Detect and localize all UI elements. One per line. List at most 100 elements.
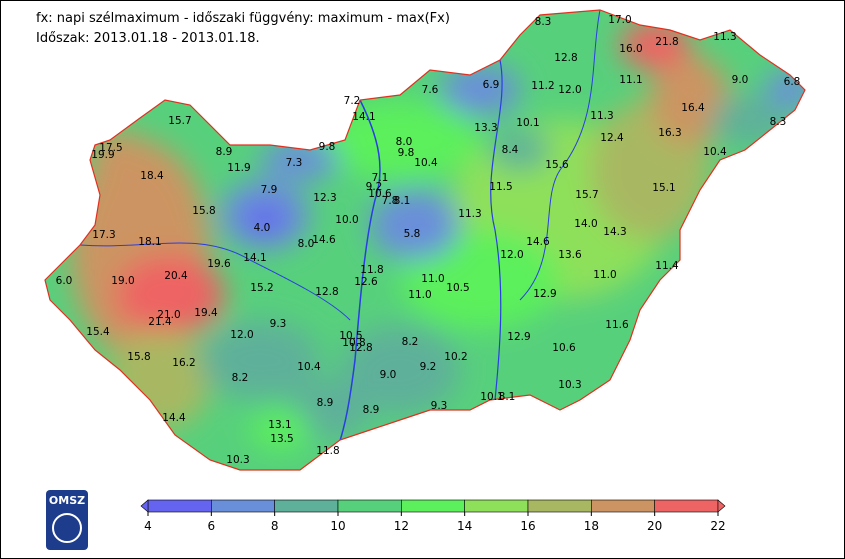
station-value: 13.3 xyxy=(474,122,497,134)
station-value: 7.2 xyxy=(344,95,361,107)
station-value: 15.6 xyxy=(545,159,569,171)
station-value: 12.8 xyxy=(554,52,577,64)
station-value: 11.9 xyxy=(227,162,250,174)
station-value: 13.6 xyxy=(558,249,582,261)
station-value: 9.8 xyxy=(398,147,415,159)
station-value: 11.3 xyxy=(713,31,736,43)
field xyxy=(45,10,805,470)
colorbar-tick-label: 14 xyxy=(457,519,472,533)
station-value: 14.1 xyxy=(243,252,266,264)
station-value: 8.9 xyxy=(216,146,233,158)
station-value: 9.8 xyxy=(319,141,336,153)
station-value: 8.2 xyxy=(402,336,419,348)
station-value: 8.0 xyxy=(396,136,413,148)
station-value: 12.9 xyxy=(507,331,530,343)
colorbar-bin xyxy=(337,499,402,513)
station-value: 7.9 xyxy=(261,184,278,196)
station-value: 12.9 xyxy=(533,288,556,300)
station-value: 9.2 xyxy=(366,181,383,193)
station-value: 12.3 xyxy=(313,192,336,204)
station-value: 11.8 xyxy=(360,264,383,276)
colorbar-tick-label: 12 xyxy=(394,519,409,533)
station-value: 20.4 xyxy=(164,270,188,282)
station-value: 16.0 xyxy=(619,43,642,55)
station-value: 9.3 xyxy=(431,400,448,412)
station-value: 12.4 xyxy=(600,132,624,144)
station-value: 10.2 xyxy=(444,351,467,363)
station-value: 14.0 xyxy=(574,218,597,230)
station-value: 13.1 xyxy=(268,419,291,431)
station-value: 15.8 xyxy=(192,205,215,217)
station-value: 19.0 xyxy=(111,275,134,287)
station-value: 16.4 xyxy=(681,102,705,114)
station-value: 10.6 xyxy=(368,188,392,200)
station-value: 10.8 xyxy=(342,337,365,349)
station-value: 8.9 xyxy=(317,397,334,409)
station-value: 12.0 xyxy=(558,84,581,96)
station-value: 15.4 xyxy=(86,326,110,338)
station-value: 10.0 xyxy=(335,214,358,226)
station-value: 7.8 xyxy=(382,195,399,207)
period: Időszak: 2013.01.18 - 2013.01.18. xyxy=(36,31,260,46)
colorbar-high xyxy=(717,499,726,513)
station-value: 14.1 xyxy=(352,111,375,123)
station-value: 21.0 xyxy=(157,309,180,321)
station-value: 19.9 xyxy=(91,149,114,161)
station-value: 11.0 xyxy=(408,289,431,301)
colorbar-bin xyxy=(401,499,465,513)
station-value: 13.5 xyxy=(270,433,293,445)
station-value: 10.4 xyxy=(703,146,727,158)
colorbar-tick-label: 20 xyxy=(647,519,662,533)
logo: OMSZ xyxy=(46,490,88,550)
station-value: 9.3 xyxy=(270,318,287,330)
station-value: 11.5 xyxy=(489,181,512,193)
station-value: 9.0 xyxy=(732,74,749,86)
station-value: 10.3 xyxy=(558,379,581,391)
station-value: 8.9 xyxy=(363,404,380,416)
station-value: 16.3 xyxy=(658,127,681,139)
station-value: 21.4 xyxy=(148,316,172,328)
station-value: 10.5 xyxy=(446,282,469,294)
colorbar-tick-label: 18 xyxy=(584,519,599,533)
station-value: 11.3 xyxy=(590,110,613,122)
colorbar: 4 6 8 10 12 14 16 18 20 22 xyxy=(140,499,726,533)
station-value: 10.4 xyxy=(297,361,321,373)
colorbar-bin xyxy=(464,499,529,513)
station-value: 15.8 xyxy=(127,351,150,363)
station-value: 15.7 xyxy=(168,115,191,127)
station-value: 11.1 xyxy=(619,74,642,86)
title: fx: napi szélmaximum - időszaki függvény… xyxy=(36,11,450,26)
colorbar-bin xyxy=(211,499,275,513)
station-value: 8.3 xyxy=(770,116,787,128)
station-value: 11.0 xyxy=(593,269,616,281)
station-value: 11.2 xyxy=(531,80,554,92)
station-value: 12.0 xyxy=(230,329,253,341)
station-value: 12.6 xyxy=(354,276,378,288)
station-value: 10.4 xyxy=(414,157,438,169)
logo-text: OMSZ xyxy=(49,494,85,507)
station-value: 15.7 xyxy=(575,189,598,201)
station-value: 14.4 xyxy=(162,412,186,424)
station-value: 11.0 xyxy=(421,273,444,285)
colorbar-tick-label: 4 xyxy=(144,519,152,533)
station-value: 17.3 xyxy=(92,229,115,241)
station-value: 12.8 xyxy=(349,342,372,354)
station-value: 8.1 xyxy=(499,391,516,403)
station-value: 8.0 xyxy=(298,238,315,250)
station-value: 15.1 xyxy=(652,182,675,194)
station-value: 11.6 xyxy=(605,319,629,331)
colorbar-tick-label: 8 xyxy=(271,519,279,533)
station-value: 18.1 xyxy=(138,236,161,248)
station-value: 12.0 xyxy=(500,249,523,261)
station-value: 10.5 xyxy=(339,330,362,342)
station-value: 19.6 xyxy=(207,258,231,270)
station-value: 16.2 xyxy=(172,357,195,369)
station-value: 17.5 xyxy=(99,142,122,154)
colorbar-bin xyxy=(654,499,719,513)
station-value: 7.1 xyxy=(372,172,389,184)
station-value: 8.3 xyxy=(535,16,552,28)
station-value: 8.4 xyxy=(502,144,519,156)
colorbar-bin xyxy=(527,499,592,513)
station-value: 5.8 xyxy=(404,228,421,240)
